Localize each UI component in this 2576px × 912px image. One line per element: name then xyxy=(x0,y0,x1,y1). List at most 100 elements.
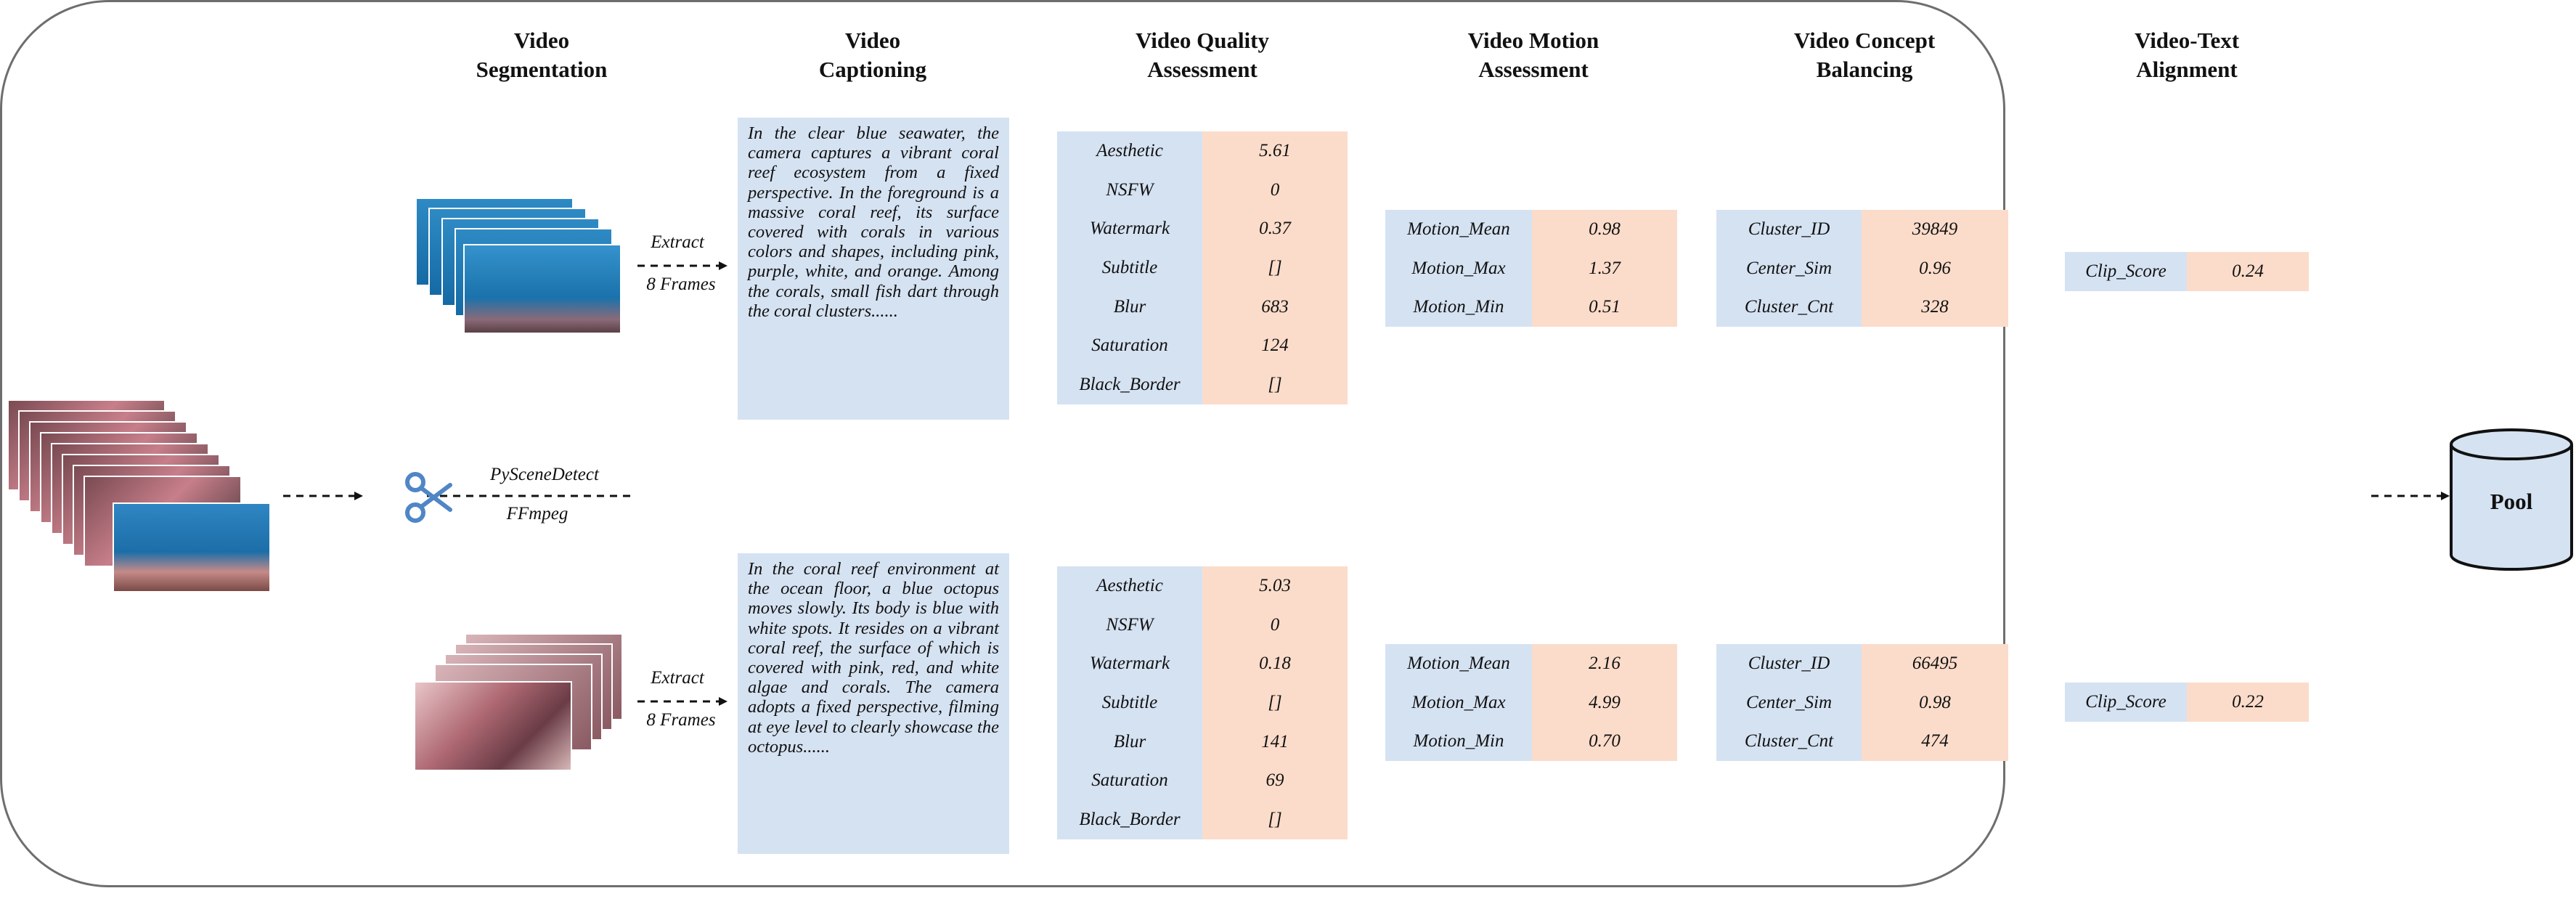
source-frame-front xyxy=(113,502,271,593)
metric-value: 66495 xyxy=(1862,644,2008,683)
table-row: Aesthetic 5.61 xyxy=(1057,131,1348,171)
table-row: Cluster_ID 66495 xyxy=(1716,644,2008,683)
quality-table-clip1: Aesthetic 5.61 NSFW 0 Watermark 0.37 Subtit… xyxy=(1057,131,1348,404)
motion-table-clip1: Motion_Mean 0.98 Motion_Max 1.37 Motion_Mi… xyxy=(1385,210,1677,327)
concept-table-clip2: Cluster_ID 66495 Center_Sim 0.98 Cluster_C… xyxy=(1716,644,2008,762)
metric-key: Motion_Max xyxy=(1385,248,1532,288)
metric-value: [] xyxy=(1202,800,1348,839)
metric-key: Blur xyxy=(1057,722,1202,762)
metric-key: Subtitle xyxy=(1057,683,1202,722)
table-row: NSFW 0 xyxy=(1057,605,1348,645)
metric-value: [] xyxy=(1202,248,1348,288)
col-title-concept: Video Concept Balancing xyxy=(1676,26,2053,84)
metric-key: Clip_Score xyxy=(2065,683,2187,722)
table-row: Blur 683 xyxy=(1057,287,1348,327)
metric-key: Watermark xyxy=(1057,644,1202,684)
table-row: Saturation 69 xyxy=(1057,761,1348,801)
extract-sub-top: 8 Frames xyxy=(646,274,716,294)
table-row: Black_Border[] xyxy=(1057,365,1348,404)
metric-key: Aesthetic xyxy=(1057,566,1202,606)
table-row: Center_Sim 0.98 xyxy=(1716,683,2008,722)
col-title-line: Video Concept xyxy=(1793,28,1936,53)
metric-value: 141 xyxy=(1202,722,1348,762)
table-row: Motion_Max 4.99 xyxy=(1385,683,1677,722)
metric-value: 328 xyxy=(1862,288,2008,327)
table-row: NSFW 0 xyxy=(1057,170,1348,210)
metric-key: Motion_Max xyxy=(1385,683,1532,722)
caption-clip2: In the coral reef environment at the oce… xyxy=(738,553,1009,854)
metric-value: [] xyxy=(1202,365,1348,404)
col-title-line: Video xyxy=(513,28,570,53)
col-title-line: Video Quality xyxy=(1135,28,1269,53)
col-title-quality: Video Quality Assessment xyxy=(1014,26,1391,84)
metric-value: 0.24 xyxy=(2187,252,2309,291)
metric-key: Cluster_Cnt xyxy=(1716,722,1862,762)
metric-key: Cluster_ID xyxy=(1716,210,1862,249)
clip1-frame-front xyxy=(463,244,621,334)
table-row: Center_Sim 0.96 xyxy=(1716,248,2008,288)
col-title-line: Video-Text xyxy=(2134,28,2240,53)
col-title-line: Assessment xyxy=(1147,57,1258,82)
caption-clip1: In the clear blue seawater, the camera c… xyxy=(738,118,1009,420)
metric-value: 0.18 xyxy=(1202,644,1348,684)
col-title-line: Video xyxy=(844,28,901,53)
table-row: Motion_Min 0.70 xyxy=(1385,722,1677,762)
metric-key: Blur xyxy=(1057,287,1202,327)
col-title-line: Segmentation xyxy=(476,57,608,82)
metric-key: Cluster_Cnt xyxy=(1716,288,1862,327)
extract-label-top: Extract xyxy=(651,232,704,252)
extract-sub-bottom: 8 Frames xyxy=(646,710,716,730)
metric-key: Motion_Min xyxy=(1385,288,1532,327)
tool-pyscenedetect: PySceneDetect xyxy=(490,465,599,484)
extract-label-bottom: Extract xyxy=(651,668,704,688)
alignment-table-clip1: Clip_Score 0.24 xyxy=(2065,252,2309,291)
metric-key: Aesthetic xyxy=(1057,131,1202,171)
metric-key: Motion_Mean xyxy=(1385,210,1532,249)
metric-value: 0.70 xyxy=(1532,722,1677,762)
metric-key: Motion_Min xyxy=(1385,722,1532,762)
metric-value: 474 xyxy=(1862,722,2008,762)
col-title-line: Video Motion xyxy=(1467,28,1599,53)
table-row: Black_Border[] xyxy=(1057,800,1348,839)
metric-value: [] xyxy=(1202,683,1348,722)
pool-label: Pool xyxy=(2490,489,2533,514)
table-row: Saturation 124 xyxy=(1057,326,1348,366)
pool-cylinder-icon xyxy=(2450,428,2573,571)
metric-value: 683 xyxy=(1202,287,1348,327)
table-row: Cluster_Cnt 474 xyxy=(1716,722,2008,762)
table-row: Watermark 0.37 xyxy=(1057,209,1348,249)
quality-table-clip2: Aesthetic 5.03 NSFW 0 Watermark 0.18 Subtit… xyxy=(1057,566,1348,839)
table-row: Clip_Score 0.24 xyxy=(2065,252,2309,291)
table-row: Cluster_Cnt 328 xyxy=(1716,288,2008,327)
metric-key: Motion_Mean xyxy=(1385,644,1532,683)
col-title-line: Assessment xyxy=(1478,57,1589,82)
table-row: Motion_Mean 0.98 xyxy=(1385,210,1677,249)
table-row: Clip_Score 0.22 xyxy=(2065,683,2309,722)
scissors-icon xyxy=(405,472,452,523)
motion-table-clip2: Motion_Mean 2.16 Motion_Max 4.99 Motion_Mi… xyxy=(1385,644,1677,762)
metric-value: 5.03 xyxy=(1202,566,1348,606)
table-row: Motion_Min 0.51 xyxy=(1385,288,1677,327)
metric-key: NSFW xyxy=(1057,605,1202,645)
table-row: Motion_Mean 2.16 xyxy=(1385,644,1677,683)
metric-value: 0.22 xyxy=(2187,683,2309,722)
table-row: Watermark 0.18 xyxy=(1057,644,1348,684)
metric-value: 0 xyxy=(1202,605,1348,645)
table-row: Motion_Max 1.37 xyxy=(1385,248,1677,288)
table-row: Subtitle[] xyxy=(1057,683,1348,722)
col-title-captioning: Video Captioning xyxy=(684,26,1061,84)
metric-value: 39849 xyxy=(1862,210,2008,249)
metric-key: Black_Border xyxy=(1057,365,1202,404)
table-row: Blur 141 xyxy=(1057,722,1348,762)
metric-value: 4.99 xyxy=(1532,683,1677,722)
metric-value: 0.51 xyxy=(1532,288,1677,327)
metric-value: 0.96 xyxy=(1862,248,2008,288)
tool-ffmpeg: FFmpeg xyxy=(506,504,568,524)
concept-table-clip1: Cluster_ID 39849 Center_Sim 0.96 Cluster_C… xyxy=(1716,210,2008,327)
metric-key: Center_Sim xyxy=(1716,683,1862,722)
metric-key: Saturation xyxy=(1057,761,1202,801)
table-row: Cluster_ID 39849 xyxy=(1716,210,2008,249)
metric-value: 0 xyxy=(1202,170,1348,210)
metric-value: 5.61 xyxy=(1202,131,1348,171)
